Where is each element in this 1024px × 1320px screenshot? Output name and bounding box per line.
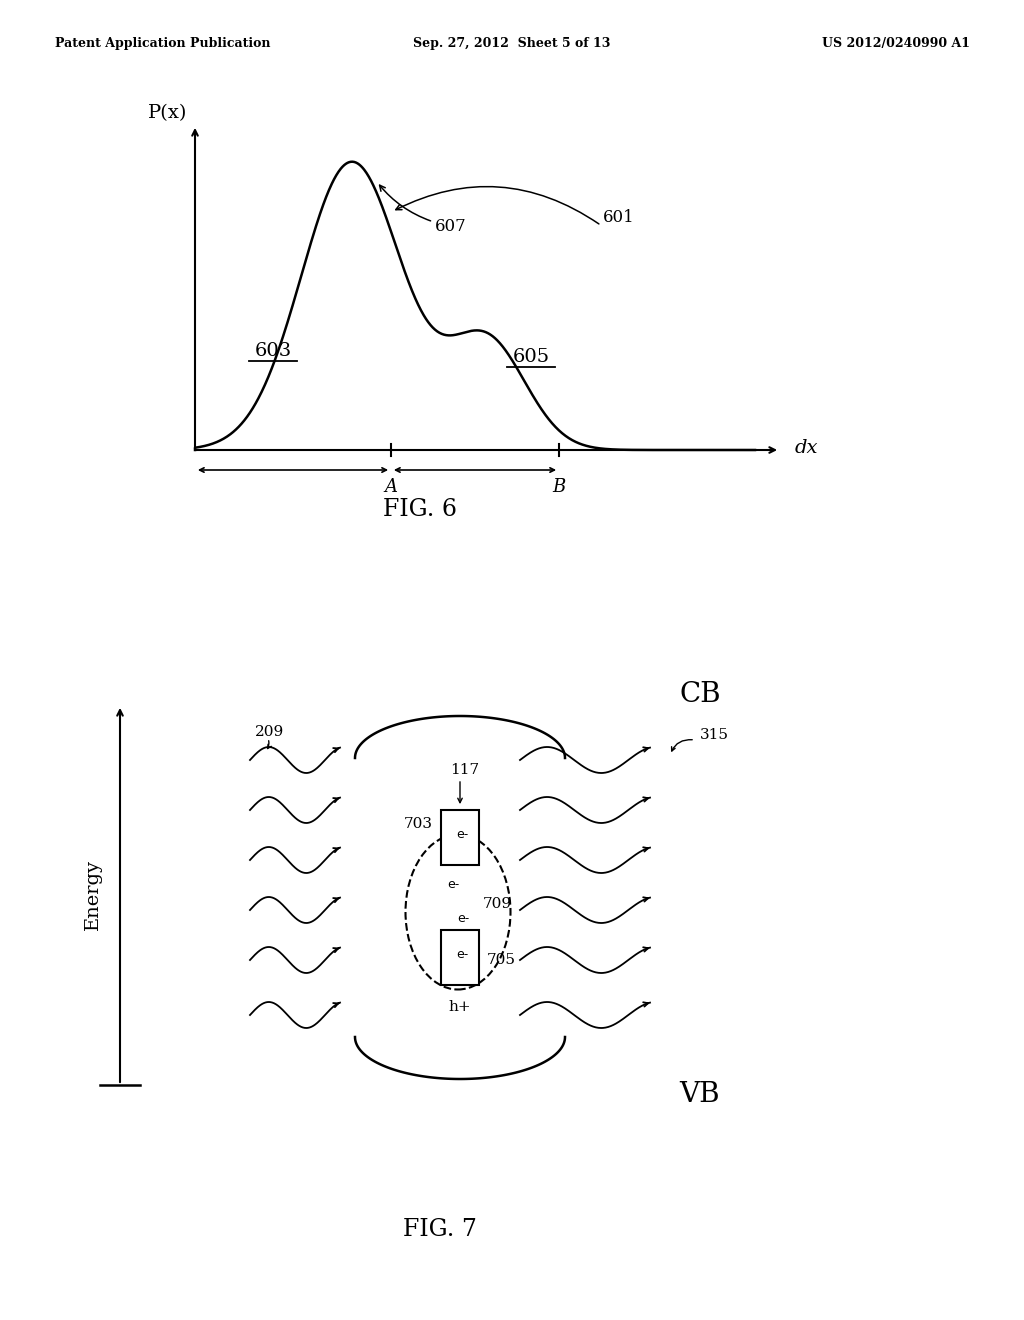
Text: 607: 607 (435, 218, 467, 235)
Text: e-: e- (457, 912, 469, 924)
Text: 315: 315 (700, 729, 729, 742)
Text: h+: h+ (449, 1001, 471, 1014)
Text: Patent Application Publication: Patent Application Publication (55, 37, 270, 50)
Text: 117: 117 (451, 763, 479, 777)
Text: 705: 705 (487, 953, 516, 968)
Text: FIG. 6: FIG. 6 (383, 499, 457, 521)
Text: dx: dx (795, 440, 818, 457)
Text: B: B (552, 478, 565, 496)
Text: US 2012/0240990 A1: US 2012/0240990 A1 (822, 37, 970, 50)
Text: 709: 709 (483, 898, 512, 911)
Text: Sep. 27, 2012  Sheet 5 of 13: Sep. 27, 2012 Sheet 5 of 13 (414, 37, 610, 50)
Text: 605: 605 (512, 348, 550, 366)
Text: VB: VB (680, 1081, 720, 1109)
Text: 603: 603 (255, 342, 292, 360)
Text: P(x): P(x) (147, 104, 187, 121)
Bar (441, 931, 479, 985)
Bar (441, 810, 479, 865)
Text: e-: e- (456, 828, 468, 841)
Text: Energy: Energy (84, 859, 102, 931)
Text: e-: e- (456, 948, 468, 961)
Text: 703: 703 (404, 817, 433, 830)
Text: e-: e- (446, 879, 459, 891)
Text: 209: 209 (255, 725, 285, 739)
Text: CB: CB (679, 681, 721, 709)
Text: A: A (384, 478, 397, 496)
Text: FIG. 7: FIG. 7 (403, 1218, 477, 1242)
Text: 601: 601 (603, 209, 635, 226)
